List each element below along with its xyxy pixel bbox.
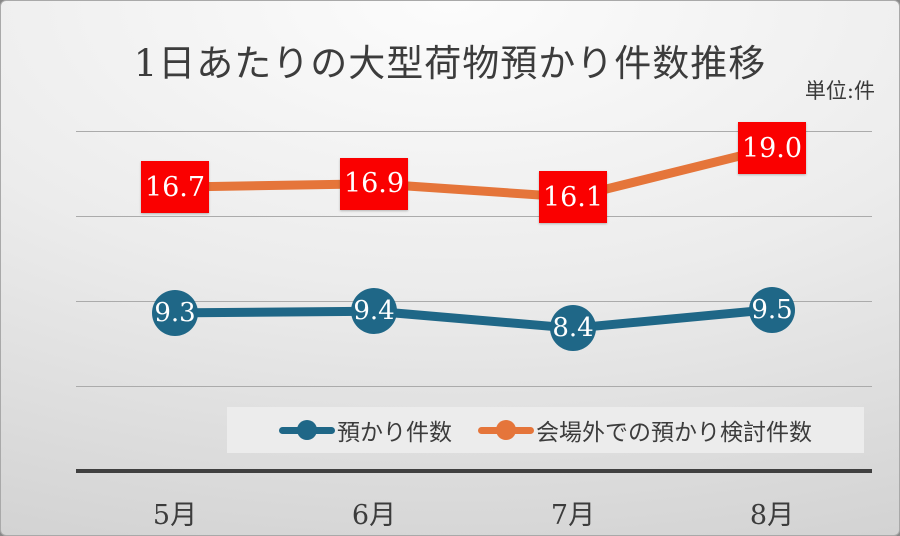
x-axis-tick-label: 6月 (351, 500, 397, 531)
series-line-0 (170, 305, 777, 333)
gridline (76, 386, 872, 387)
gridline (76, 216, 872, 217)
data-label-box: 16.9 (340, 157, 408, 210)
series-line-1 (170, 143, 777, 202)
x-axis-tick-label: 8月 (749, 500, 795, 531)
data-point-marker: 9.5 (749, 286, 795, 333)
legend-item: 預かり件数 (279, 413, 452, 447)
data-point-marker: 8.4 (550, 305, 596, 352)
legend-line-marker-icon (279, 419, 335, 441)
legend-label: 会場外での預かり検討件数 (536, 420, 812, 446)
legend-item: 会場外での預かり検討件数 (478, 413, 812, 447)
data-point-marker: 9.3 (152, 289, 198, 336)
x-axis-line (76, 469, 872, 473)
chart-title: 1日あたりの大型荷物預かり件数推移 (133, 42, 767, 85)
data-label-box: 16.7 (141, 161, 209, 214)
legend: 預かり件数 会場外での預かり検討件数 (227, 407, 864, 453)
legend-marker-dot (496, 420, 516, 440)
unit-label: 単位:件 (804, 79, 875, 103)
data-label-box: 16.1 (539, 171, 607, 224)
gridline (76, 131, 872, 132)
data-label-box: 19.0 (738, 122, 806, 174)
legend-line-marker-icon (478, 419, 534, 441)
x-axis-tick-label: 7月 (550, 500, 596, 531)
data-point-marker: 9.4 (351, 288, 397, 335)
legend-label: 預かり件数 (337, 420, 452, 446)
gridline (76, 301, 872, 302)
legend-marker-dot (297, 420, 317, 440)
x-axis-tick-label: 5月 (152, 500, 198, 531)
